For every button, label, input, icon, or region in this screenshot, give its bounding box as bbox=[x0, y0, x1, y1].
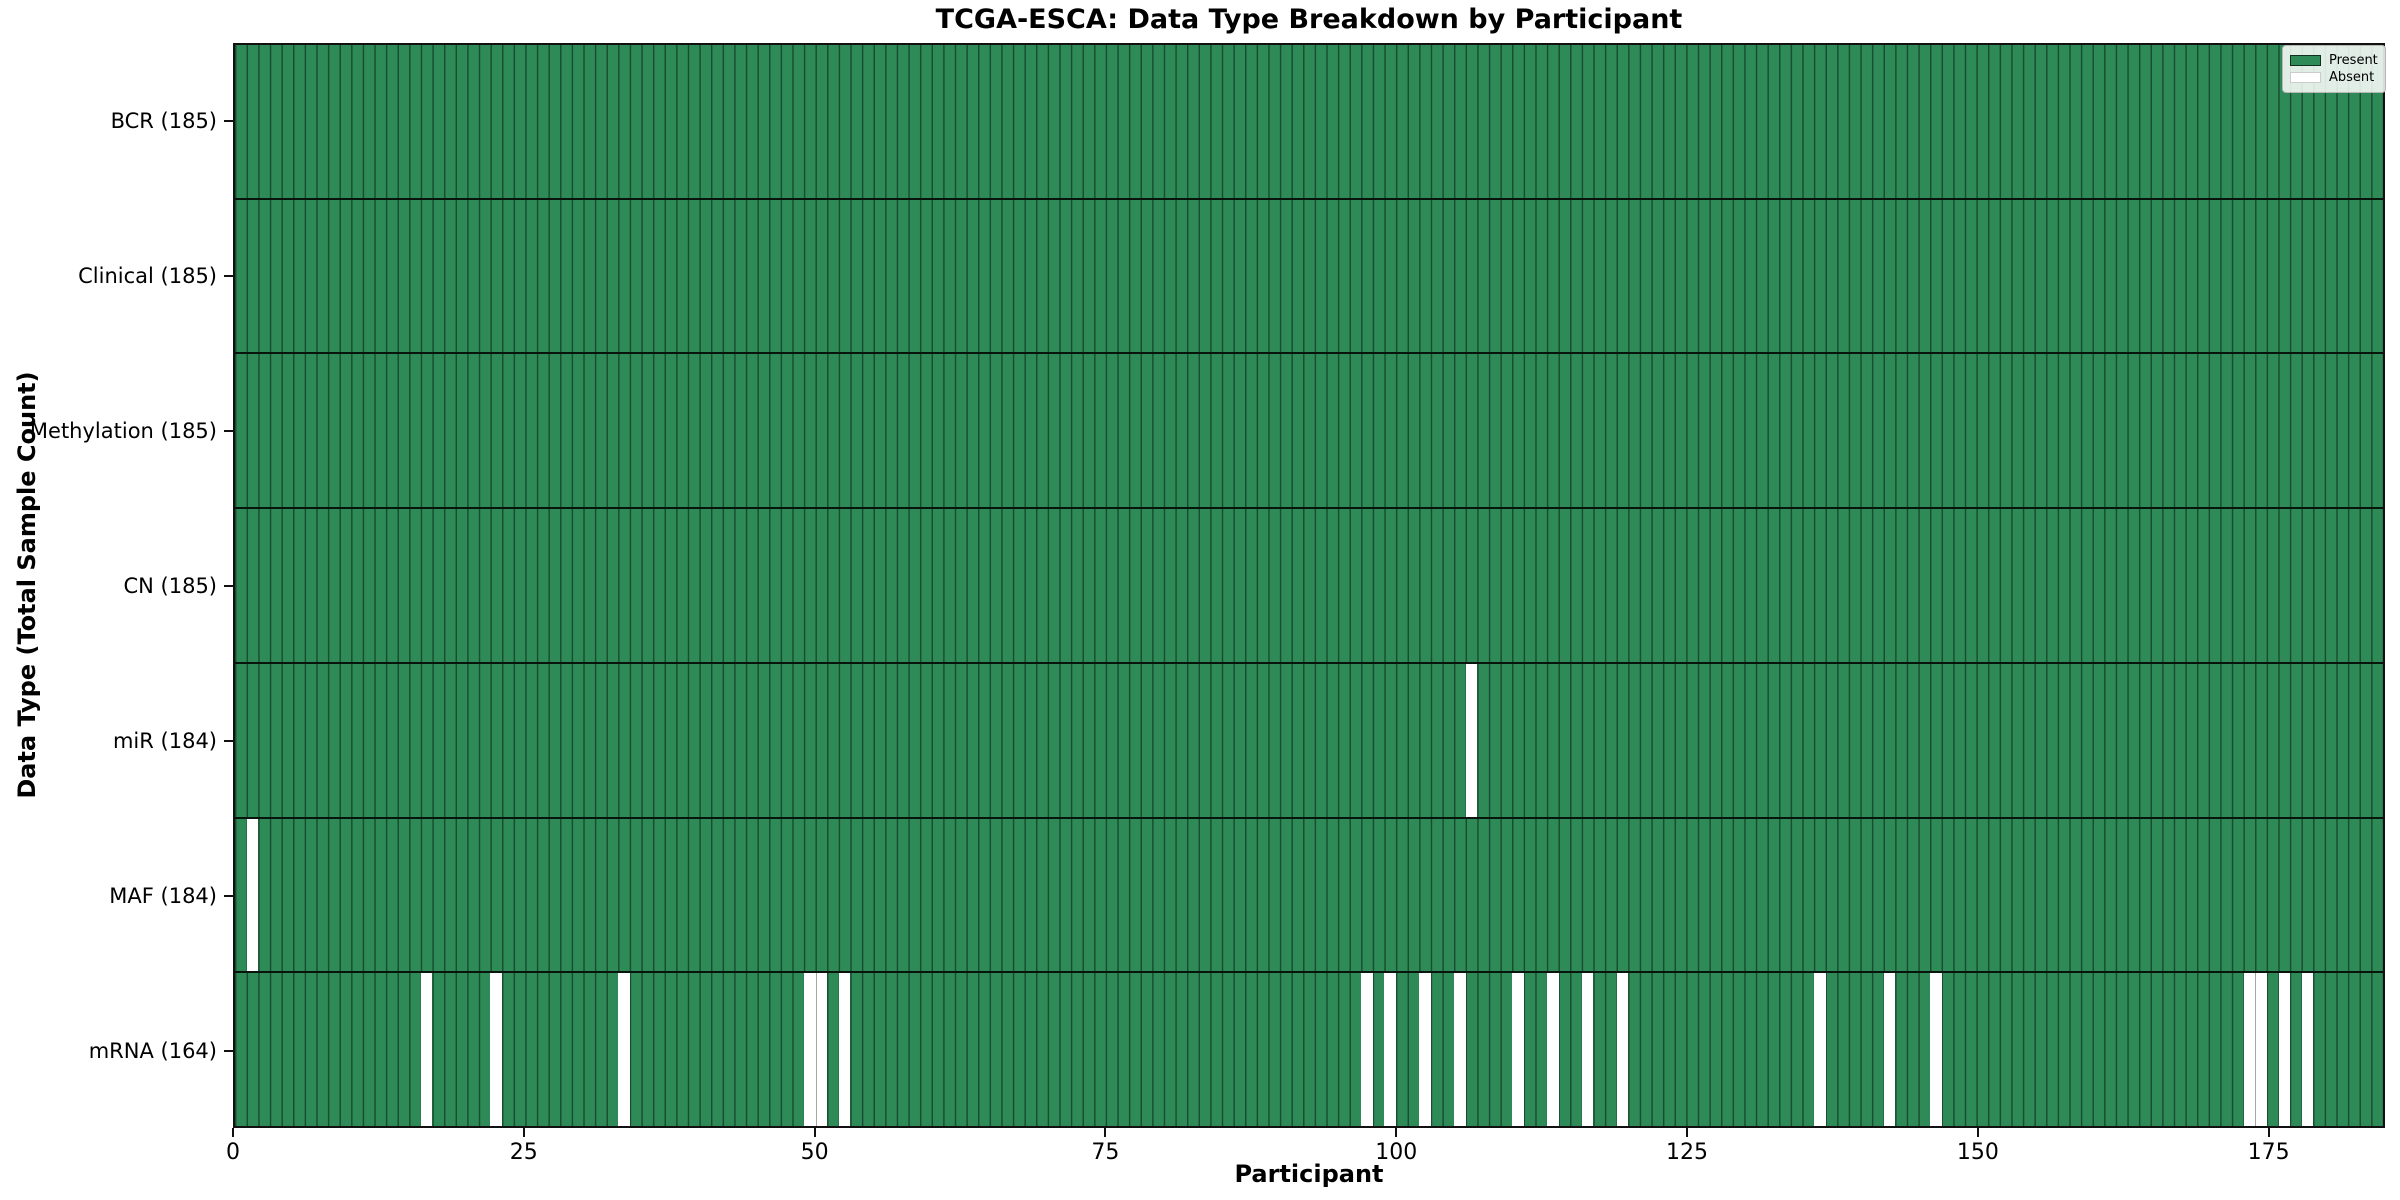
y-tick-mark bbox=[224, 429, 233, 432]
x-axis: 0 25 50 75 100 125 150 175 bbox=[226, 1128, 2385, 1188]
bar-edges-overlay bbox=[235, 199, 2383, 353]
x-tick-label: 125 bbox=[1666, 1140, 1709, 1165]
x-tick-label: 0 bbox=[226, 1140, 240, 1165]
absent-bar bbox=[1361, 973, 1373, 1127]
legend-present-label: Present bbox=[2329, 53, 2378, 68]
chart-title: TCGA-ESCA: Data Type Breakdown by Partic… bbox=[935, 4, 1683, 35]
y-tick-mark bbox=[224, 1049, 233, 1052]
x-tick-mark bbox=[1104, 1128, 1107, 1137]
plot-area bbox=[233, 43, 2385, 1128]
bar-edges-overlay bbox=[235, 45, 2383, 198]
absent-bar bbox=[1814, 973, 1826, 1127]
x-tick-mark bbox=[1395, 1128, 1398, 1137]
heatmap-row-cn bbox=[235, 507, 2383, 662]
y-tick-label-clinical: Clinical (185) bbox=[78, 263, 217, 288]
y-tick-label-maf: MAF (184) bbox=[109, 883, 217, 908]
bar-edges-overlay bbox=[235, 509, 2383, 662]
bar-edges-overlay bbox=[235, 354, 2383, 508]
heatmap-row-clinical bbox=[235, 197, 2383, 353]
x-tick-label: 50 bbox=[800, 1140, 829, 1165]
absent-bar bbox=[1512, 973, 1524, 1127]
legend-entry-absent: Absent bbox=[2290, 69, 2378, 86]
legend-entry-present: Present bbox=[2290, 52, 2378, 69]
y-tick-label-mir: miR (184) bbox=[112, 728, 217, 753]
x-tick-mark bbox=[1686, 1128, 1689, 1137]
x-tick-label: 100 bbox=[1375, 1140, 1418, 1165]
absent-bar bbox=[2255, 973, 2267, 1127]
y-tick-mark bbox=[224, 739, 233, 742]
bar-edges-overlay bbox=[235, 663, 2383, 817]
heatmap-row-bcr bbox=[235, 45, 2383, 198]
y-tick-label-methylation: Methylation (185) bbox=[29, 418, 217, 443]
x-tick-label: 175 bbox=[2247, 1140, 2290, 1165]
heatmap-row-mir bbox=[235, 661, 2383, 817]
x-axis-title: Participant bbox=[1234, 1160, 1384, 1188]
y-tick-mark bbox=[224, 274, 233, 277]
absent-bar bbox=[490, 973, 503, 1127]
x-tick-mark bbox=[1976, 1128, 1979, 1137]
legend: Present Absent bbox=[2282, 45, 2386, 93]
x-tick-mark bbox=[522, 1128, 525, 1137]
absent-bar bbox=[1616, 973, 1629, 1127]
x-tick-mark bbox=[2267, 1128, 2270, 1137]
absent-bar bbox=[1454, 973, 1466, 1127]
y-tick-mark bbox=[224, 119, 233, 122]
bar-edges-overlay bbox=[235, 818, 2383, 972]
absent-bar bbox=[838, 973, 851, 1127]
present-swatch-icon bbox=[2290, 55, 2321, 66]
absent-swatch-icon bbox=[2290, 72, 2321, 83]
absent-bar bbox=[1384, 973, 1397, 1127]
x-tick-label: 75 bbox=[1091, 1140, 1120, 1165]
heatmap-row-methylation bbox=[235, 352, 2383, 508]
absent-bar bbox=[815, 973, 828, 1127]
y-tick-label-mrna: mRNA (164) bbox=[88, 1038, 217, 1063]
absent-bar bbox=[618, 973, 630, 1127]
y-tick-label-bcr: BCR (185) bbox=[110, 108, 217, 133]
legend-absent-label: Absent bbox=[2329, 70, 2375, 85]
x-tick-mark bbox=[813, 1128, 816, 1137]
x-tick-mark bbox=[232, 1128, 234, 1137]
absent-bar bbox=[246, 818, 259, 972]
y-axis: BCR (185) Clinical (185) Methylation (185)… bbox=[0, 43, 233, 1128]
absent-bar bbox=[2301, 973, 2314, 1127]
absent-bar bbox=[1465, 663, 1478, 817]
heatmap-row-mrna bbox=[235, 971, 2383, 1127]
absent-bar bbox=[1547, 973, 1559, 1127]
absent-bar bbox=[420, 973, 433, 1127]
y-tick-mark bbox=[224, 894, 233, 897]
absent-bar bbox=[803, 973, 816, 1127]
x-tick-label: 150 bbox=[1956, 1140, 1999, 1165]
y-tick-label-cn: CN (185) bbox=[123, 573, 217, 598]
absent-bar bbox=[2243, 973, 2256, 1127]
x-tick-label: 25 bbox=[509, 1140, 538, 1165]
absent-bar bbox=[1930, 973, 1942, 1127]
bar-edges-overlay bbox=[235, 973, 2383, 1127]
heatmap-row-maf bbox=[235, 816, 2383, 972]
absent-bar bbox=[1581, 973, 1594, 1127]
absent-bar bbox=[2278, 973, 2291, 1127]
absent-bar bbox=[1419, 973, 1431, 1127]
y-tick-mark bbox=[224, 584, 233, 587]
absent-bar bbox=[1883, 973, 1896, 1127]
